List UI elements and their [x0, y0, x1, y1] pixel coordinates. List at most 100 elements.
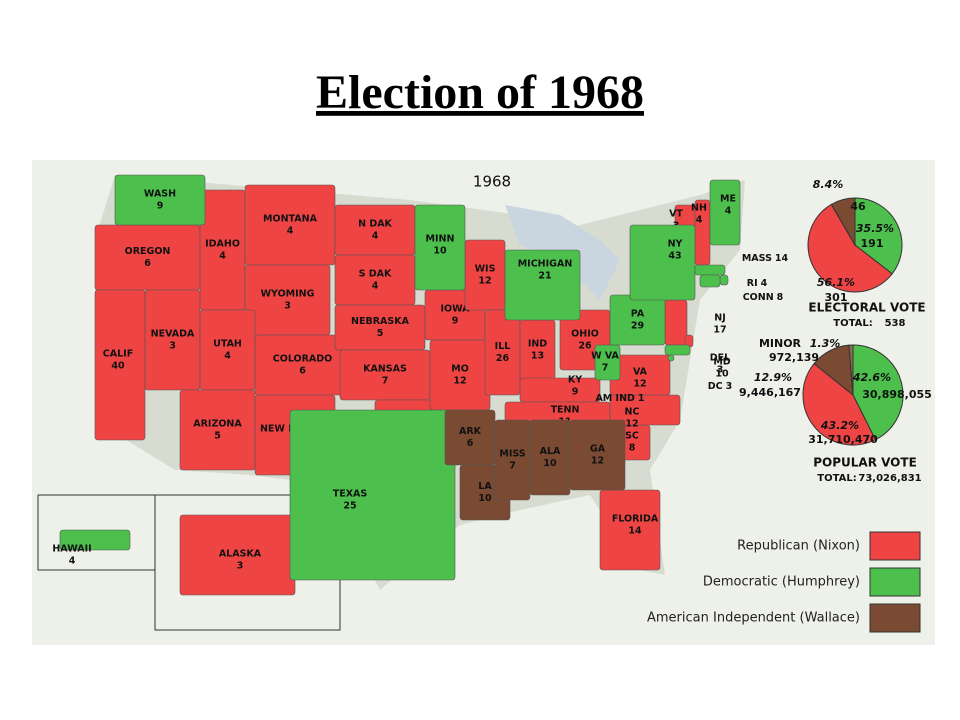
state-votes: 4: [224, 351, 231, 362]
state-label: DC 3: [708, 381, 732, 392]
state-votes: 9: [452, 316, 459, 327]
legend-label: American Independent (Wallace): [647, 611, 860, 626]
page-title: Election of 1968: [316, 66, 644, 119]
state-name: MASS: [742, 253, 772, 264]
map-year: 1968: [473, 173, 511, 191]
state-name: ARIZONA: [193, 419, 242, 430]
state-name: ALASKA: [219, 549, 262, 560]
state-name: S DAK: [359, 269, 392, 280]
state-region: [719, 274, 729, 286]
state-votes: 4: [372, 231, 379, 242]
pie-label: TOTAL:: [833, 318, 872, 329]
state-region: [289, 409, 456, 581]
state-label: RI 4: [747, 278, 768, 289]
pie-label: 972,139: [769, 351, 819, 364]
state-name: WIS: [475, 264, 496, 275]
state-votes: 25: [343, 501, 356, 512]
state-votes: 3: [717, 365, 724, 376]
state-name: ALA: [540, 446, 561, 457]
state-votes: 29: [631, 321, 644, 332]
pie-slice: [807, 203, 893, 293]
state-votes: 5: [377, 328, 384, 339]
state-votes: 12: [633, 379, 646, 390]
state-votes: 21: [538, 271, 551, 282]
state-region: [504, 249, 581, 321]
state-name: LA: [478, 481, 492, 492]
state-region: [664, 299, 688, 346]
state-votes: 7: [509, 461, 516, 472]
state-votes: 8: [777, 292, 784, 303]
state-name: MINN: [426, 234, 455, 245]
state-name: MD: [713, 357, 730, 368]
state-votes: 4: [372, 281, 379, 292]
pie-label: 73,026,831: [858, 473, 921, 484]
state-label: CONN 8: [743, 292, 784, 303]
pie-label: 42.6%: [852, 371, 891, 384]
pie-slice: [852, 344, 904, 441]
pie-label: 191: [861, 237, 884, 250]
pie-label: ELECTORAL VOTE: [808, 301, 925, 315]
state-votes: 13: [531, 351, 544, 362]
state-name: UTAH: [213, 339, 242, 350]
state-votes: 10: [715, 369, 729, 380]
state-votes: 5: [214, 431, 221, 442]
state-region: [709, 179, 741, 246]
state-name: OREGON: [125, 246, 171, 257]
state-region: [519, 377, 601, 403]
state-votes: 3: [284, 301, 291, 312]
state-region: [114, 174, 206, 226]
state-votes: 26: [578, 341, 592, 352]
state-name: ILL: [495, 341, 511, 352]
state-name: TENN: [551, 405, 580, 416]
pie-label: 8.4%: [813, 178, 844, 191]
state-region: [664, 344, 691, 356]
state-name: TEXAS: [333, 489, 368, 500]
state-name: IND: [528, 339, 547, 350]
state-name: ME: [720, 194, 736, 205]
state-name: IOWA: [440, 304, 470, 315]
state-votes: 12: [625, 419, 638, 430]
legend-swatch: [869, 603, 921, 633]
state-name: COLORADO: [273, 354, 332, 365]
state-name: MO: [451, 364, 469, 375]
state-label: AM IND 1: [595, 393, 644, 404]
state-votes: 7: [602, 363, 609, 374]
state-name: HAWAII: [52, 544, 91, 555]
pie-label: POPULAR VOTE: [813, 456, 917, 470]
state-votes: 10: [433, 246, 447, 257]
state-votes: 4: [287, 226, 294, 237]
state-name: IDAHO: [205, 239, 240, 250]
pie-label: 43.2%: [820, 419, 859, 432]
state-name: NY: [668, 239, 683, 250]
state-votes: 4: [219, 251, 226, 262]
state-votes: 1: [638, 393, 645, 404]
state-name: VA: [633, 367, 648, 378]
state-votes: 12: [453, 376, 466, 387]
state-name: CONN: [743, 292, 774, 303]
pie-label: 31,710,470: [808, 433, 878, 446]
state-votes: 4: [696, 215, 703, 226]
state-region: [414, 204, 466, 291]
state-votes: 9: [157, 201, 164, 212]
state-name: NEBRASKA: [351, 316, 410, 327]
pie-slice: [848, 344, 854, 396]
pie-label: 301: [825, 291, 848, 304]
state-region: [629, 224, 696, 301]
state-name: WASH: [144, 189, 176, 200]
state-name: DEL: [710, 353, 730, 364]
state-votes: 6: [299, 366, 306, 377]
legend-label: Republican (Nixon): [737, 539, 860, 554]
pie-label: 9,446,167: [739, 386, 801, 399]
state-region: [59, 529, 131, 551]
state-name: RI: [747, 278, 758, 289]
state-votes: 3: [726, 381, 733, 392]
state-votes: 8: [629, 443, 636, 454]
legend-swatch: [869, 567, 921, 597]
state-votes: 4: [69, 556, 76, 567]
state-name: MONTANA: [263, 214, 318, 225]
pie-label: 56.1%: [817, 276, 855, 289]
state-name: AM IND: [595, 393, 635, 404]
pie-slice: [854, 197, 903, 275]
pie-slice: [802, 362, 877, 446]
